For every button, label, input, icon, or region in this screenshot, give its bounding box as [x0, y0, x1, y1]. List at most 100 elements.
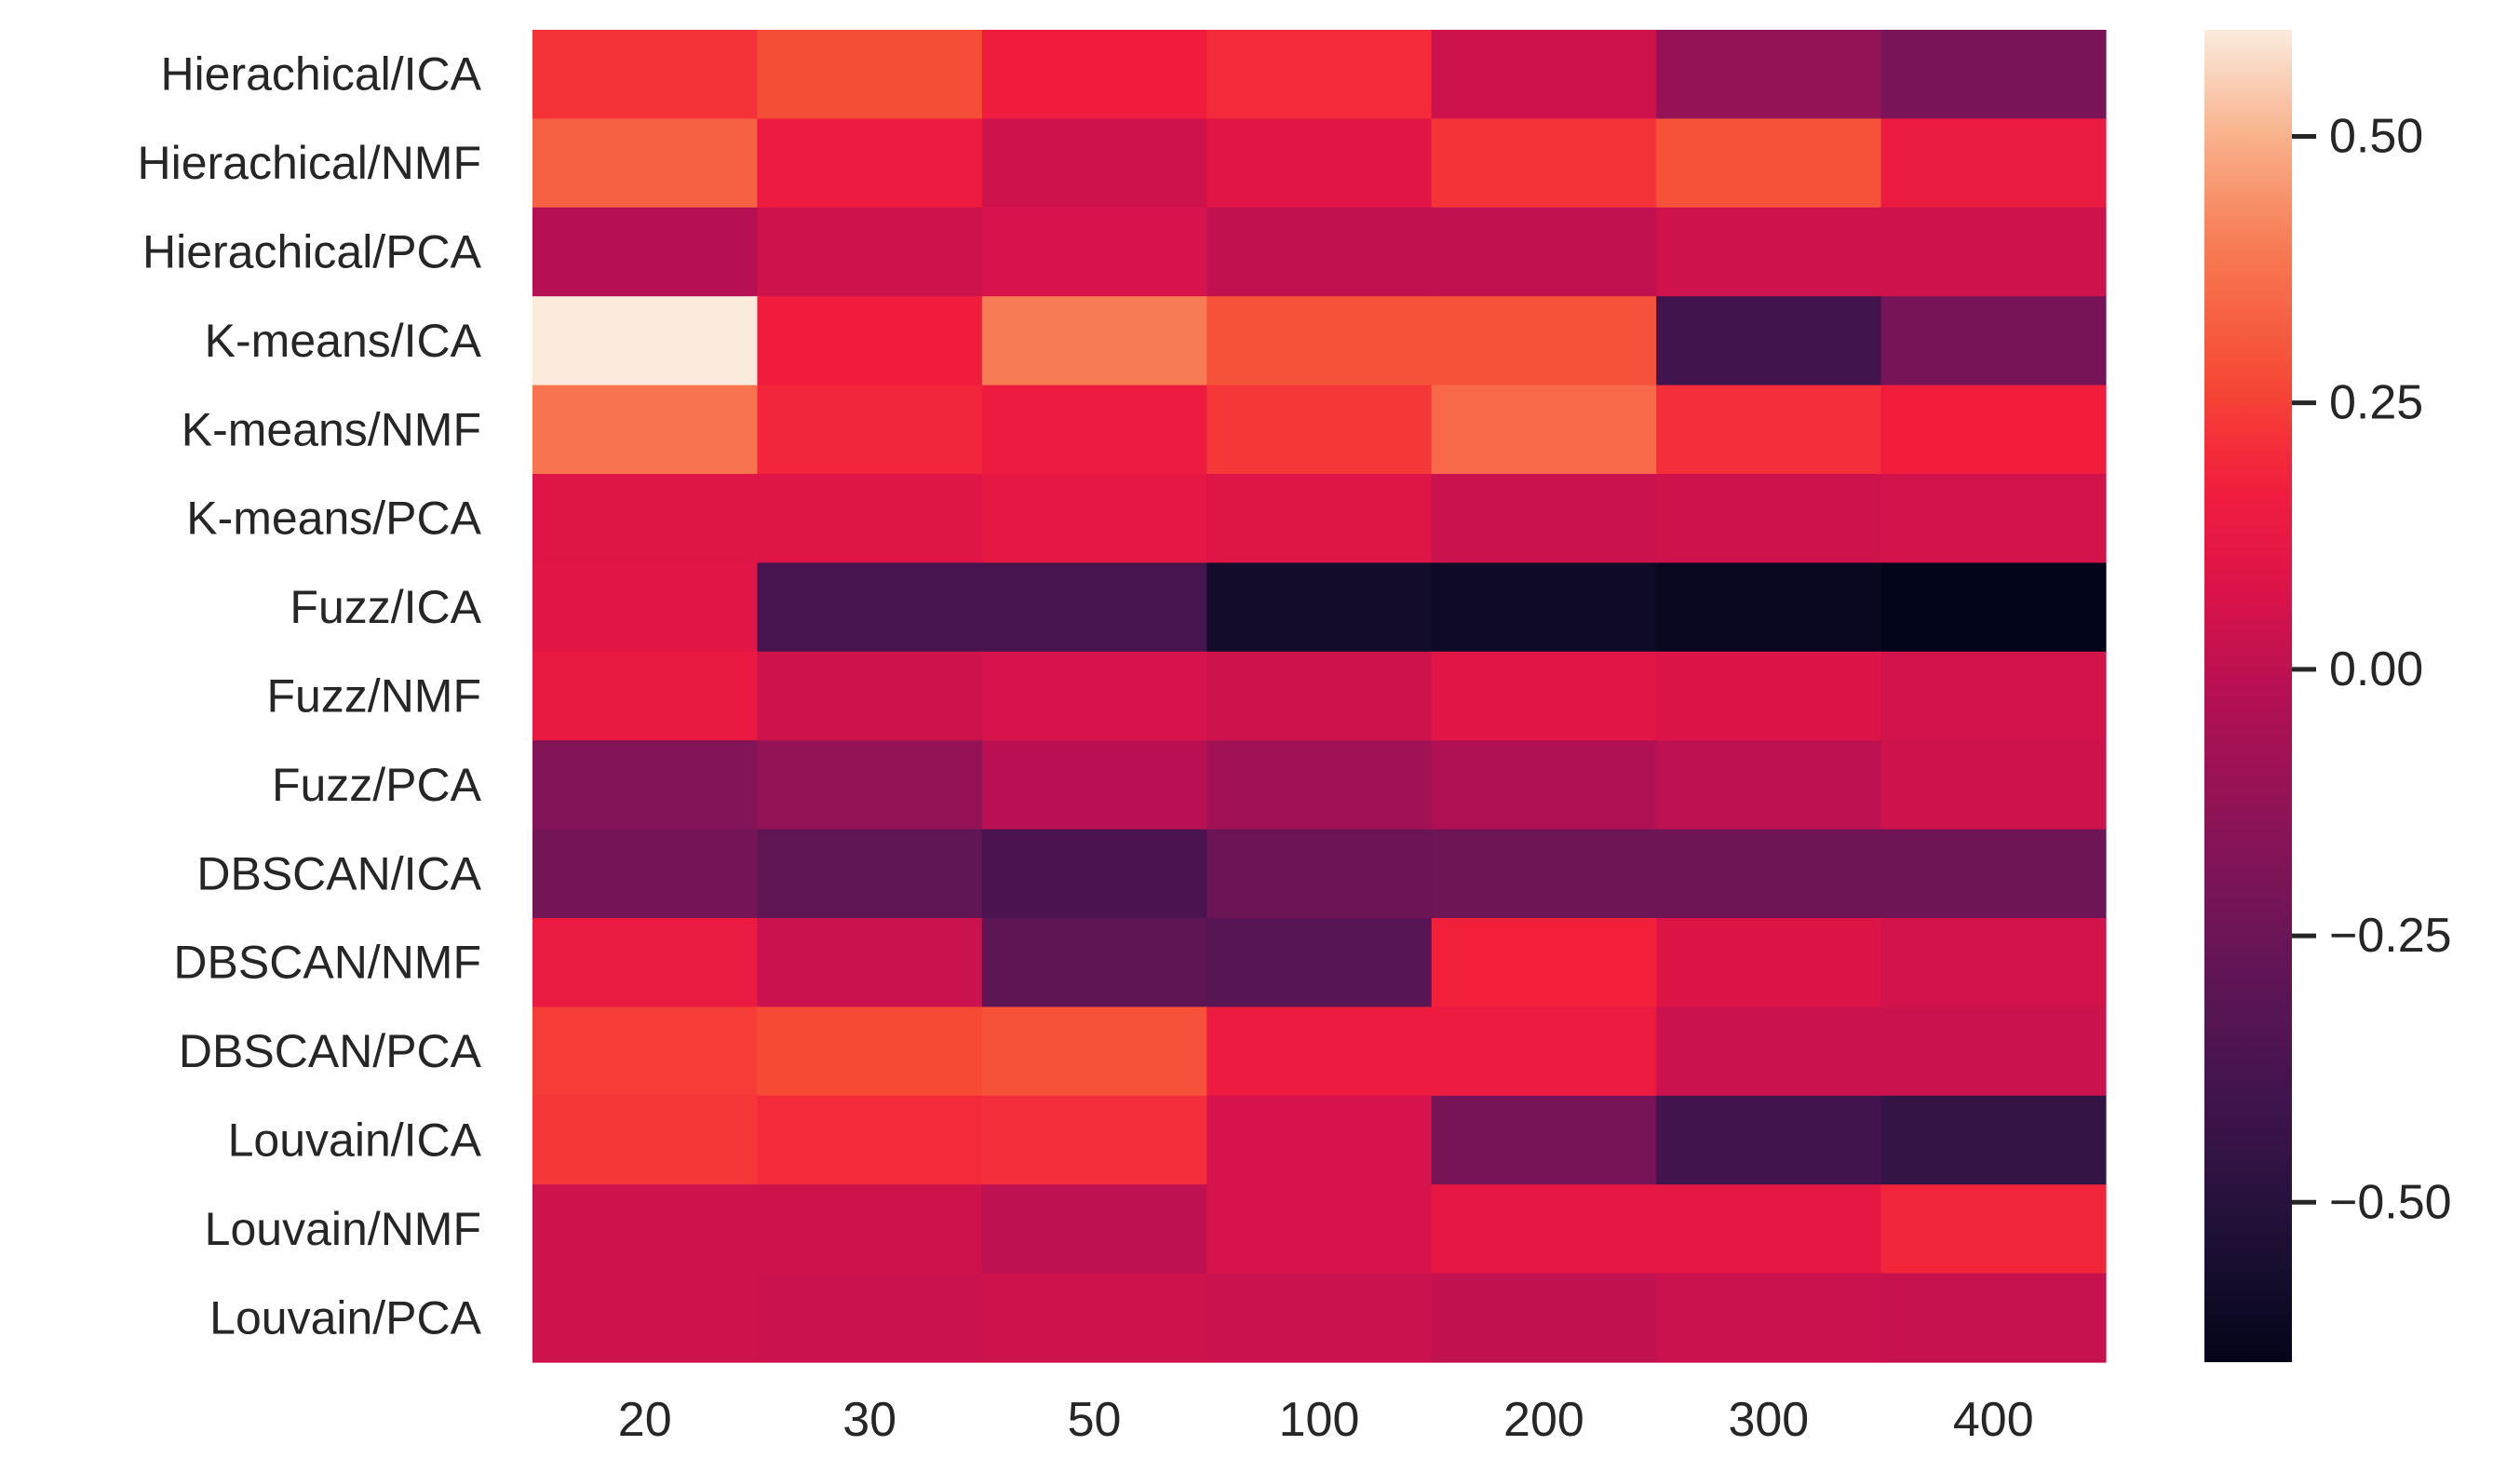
column-label: 50: [1068, 1393, 1122, 1447]
heatmap-cell: [1656, 651, 1882, 741]
heatmap-cell: [1656, 562, 1882, 653]
heatmap-cells: [532, 30, 2107, 1363]
heatmap-cell: [532, 207, 759, 297]
heatmap-cell: [757, 118, 983, 209]
heatmap-cell: [1431, 1006, 1657, 1097]
colorbar-tick-label: 0.25: [2329, 376, 2423, 430]
heatmap-cell: [757, 385, 983, 475]
heatmap-cell: [1206, 829, 1433, 919]
heatmap-cell: [981, 385, 1207, 475]
heatmap-cell: [1206, 562, 1433, 653]
heatmap-cell: [981, 30, 1207, 119]
heatmap-cell: [981, 207, 1207, 297]
heatmap-cell: [1880, 296, 2107, 386]
heatmap-cell: [1656, 918, 1882, 1007]
heatmap-cell: [757, 1095, 983, 1185]
column-label: 400: [1953, 1393, 2034, 1447]
heatmap-cell: [1880, 829, 2107, 919]
heatmap-cell: [1431, 474, 1657, 563]
heatmap-cell: [981, 562, 1207, 653]
heatmap-cell: [1431, 562, 1657, 653]
heatmap-cell: [981, 296, 1207, 386]
heatmap-cell: [1206, 1095, 1433, 1185]
row-label: Louvain/PCA: [209, 1291, 481, 1344]
colorbar-tick-label: 0.50: [2329, 109, 2423, 163]
heatmap-cell: [1656, 829, 1882, 919]
heatmap-cell: [532, 562, 759, 653]
heatmap-cell: [1656, 118, 1882, 209]
heatmap-cell: [757, 562, 983, 653]
heatmap-cell: [1656, 296, 1882, 386]
heatmap-cell: [1880, 651, 2107, 741]
heatmap-cell: [1656, 1006, 1882, 1097]
heatmap-cell: [532, 829, 759, 919]
heatmap-cell: [532, 30, 759, 119]
heatmap-cell: [1880, 1095, 2107, 1185]
heatmap-cell: [1431, 118, 1657, 209]
heatmap-cell: [1880, 1006, 2107, 1097]
column-label: 20: [618, 1393, 672, 1447]
heatmap-cell: [1656, 1273, 1882, 1363]
row-label: Fuzz/NMF: [266, 670, 481, 723]
heatmap-cell: [981, 1006, 1207, 1097]
heatmap-cell: [532, 385, 759, 475]
heatmap-cell: [1880, 474, 2107, 563]
row-label: DBSCAN/ICA: [196, 847, 481, 899]
heatmap-cell: [1206, 740, 1433, 831]
row-label: K-means/ICA: [205, 315, 482, 367]
heatmap-cell: [981, 918, 1207, 1007]
heatmap-cell: [532, 740, 759, 831]
heatmap-cell: [1206, 651, 1433, 741]
heatmap-cell: [1206, 207, 1433, 297]
heatmap-cell: [1431, 1273, 1657, 1363]
heatmap-cell: [1880, 562, 2107, 653]
row-label: Fuzz/PCA: [272, 759, 482, 811]
heatmap-cell: [1656, 1184, 1882, 1275]
heatmap-cell: [757, 296, 983, 386]
heatmap-cell: [1880, 118, 2107, 209]
colorbar-gradient: [2204, 30, 2292, 1362]
heatmap-cell: [1431, 296, 1657, 386]
heatmap-cell: [1431, 918, 1657, 1007]
colorbar-tick-label: 0.00: [2329, 642, 2423, 696]
heatmap-cell: [532, 918, 759, 1007]
heatmap-cell: [1431, 1184, 1657, 1275]
heatmap-cell: [532, 118, 759, 209]
heatmap-cell: [757, 1006, 983, 1097]
colorbar: 0.50 0.25 0.00 −0.25 −0.50: [2204, 30, 2452, 1362]
heatmap-cell: [1431, 1095, 1657, 1185]
row-label: DBSCAN/PCA: [179, 1025, 482, 1077]
colorbar-tick-label: −0.25: [2329, 909, 2452, 963]
heatmap-cell: [1656, 30, 1882, 119]
heatmap-cell: [1431, 740, 1657, 831]
heatmap-cell: [532, 1273, 759, 1363]
heatmap-cell: [1431, 385, 1657, 475]
heatmap-cell: [1656, 1095, 1882, 1185]
heatmap-cell: [1880, 30, 2107, 119]
heatmap-cell: [1206, 1006, 1433, 1097]
row-label: K-means/NMF: [182, 403, 481, 455]
heatmap-cell: [1431, 829, 1657, 919]
heatmap-cell: [532, 651, 759, 741]
row-label: Hierachical/ICA: [160, 48, 481, 101]
column-label: 300: [1728, 1393, 1809, 1447]
heatmap-cell: [1206, 118, 1433, 209]
row-labels: Hierachical/ICA Hierachical/NMF Hierachica…: [137, 48, 481, 1344]
heatmap-cell: [757, 1273, 983, 1363]
heatmap-cell: [981, 118, 1207, 209]
heatmap-cell: [757, 1184, 983, 1275]
heatmap-cell: [1431, 30, 1657, 119]
heatmap-cell: [532, 1095, 759, 1185]
heatmap-cell: [1431, 651, 1657, 741]
heatmap-cell: [981, 1184, 1207, 1275]
column-label: 100: [1279, 1393, 1360, 1447]
heatmap-cell: [1880, 1184, 2107, 1275]
colorbar-tick-label: −0.50: [2329, 1175, 2452, 1229]
heatmap-cell: [1656, 385, 1882, 475]
heatmap-cell: [757, 740, 983, 831]
row-label: Fuzz/ICA: [290, 581, 481, 633]
heatmap-cell: [1206, 296, 1433, 386]
row-label: DBSCAN/NMF: [173, 937, 481, 989]
column-label: 30: [842, 1393, 896, 1447]
